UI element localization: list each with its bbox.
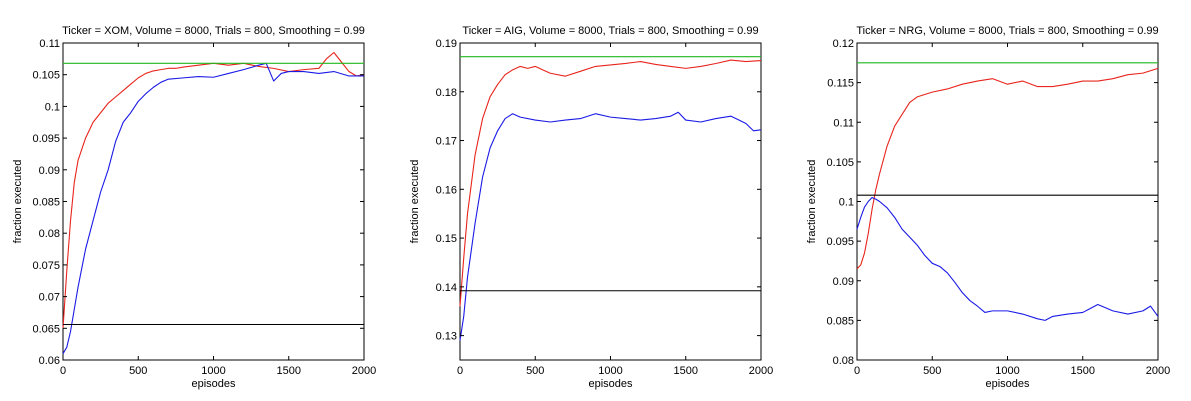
y-tick-label: 0.115: [827, 78, 854, 90]
x-tick-label: 1500: [1071, 365, 1095, 377]
y-tick-label: 0.1: [45, 101, 60, 113]
plot-frame: [856, 42, 1159, 361]
series-line-red: [459, 59, 762, 307]
x-tick-label: 1000: [598, 365, 622, 377]
y-tick-label: 0.14: [436, 282, 457, 294]
y-tick-label: 0.095: [826, 236, 854, 248]
plot-frame: [459, 42, 762, 361]
y-tick-label: 0.13: [436, 331, 457, 343]
chart-title: Ticker = NRG, Volume = 8000, Trials = 80…: [856, 25, 1158, 37]
series-line-blue: [459, 111, 762, 341]
y-tick-label: 0.11: [39, 38, 60, 50]
y-tick-label: 0.085: [826, 315, 854, 327]
y-tick-label: 0.11: [833, 117, 854, 129]
x-tick-label: 0: [60, 365, 66, 377]
x-tick-label: 500: [129, 365, 147, 377]
charts-root: 0 500 1000 1500 2000 0.06 0.065 0.07 0.075 0.08 0.…: [12, 25, 1170, 390]
series-line-blue: [62, 62, 364, 354]
x-axis-label: episodes: [588, 378, 633, 390]
series-line-red: [856, 67, 1159, 270]
y-tick-label: 0.08: [39, 228, 60, 240]
y-tick-label: 0.105: [32, 70, 60, 82]
chart-1: 0 500 1000 1500 2000 0.06 0.065 0.07 0.075 0.08 0.…: [12, 25, 376, 390]
y-tick-label: 0.075: [32, 260, 60, 272]
series-line-red: [62, 51, 365, 329]
x-tick-label: 0: [457, 365, 463, 377]
y-tick-label: 0.09: [833, 276, 854, 288]
y-tick-label: 0.19: [436, 38, 457, 50]
chart-3: 0 500 1000 1500 2000 0.08 0.085 0.09 0.095 0.1 0.1…: [806, 25, 1170, 390]
y-tick-label: 0.06: [39, 355, 60, 367]
x-tick-label: 1500: [674, 365, 698, 377]
y-tick-label: 0.18: [436, 87, 457, 99]
x-tick-label: 1000: [201, 365, 225, 377]
x-axis-label: episodes: [985, 378, 1030, 390]
y-tick-label: 0.065: [32, 323, 60, 335]
x-tick-label: 2000: [749, 365, 773, 377]
y-tick-label: 0.17: [436, 136, 457, 148]
chart-2: 0 500 1000 1500 2000 0.13 0.14 0.15 0.16 0.17 0.18…: [409, 25, 773, 390]
y-tick-label: 0.105: [826, 157, 854, 169]
plot-frame: [62, 42, 365, 361]
y-tick-label: 0.07: [39, 292, 60, 304]
y-tick-label: 0.12: [833, 38, 854, 50]
y-tick-label: 0.16: [436, 184, 457, 196]
x-tick-label: 2000: [352, 365, 376, 377]
series-line-blue: [856, 196, 1159, 321]
y-tick-label: 0.15: [436, 233, 457, 245]
x-tick-label: 1500: [277, 365, 301, 377]
x-tick-label: 2000: [1146, 365, 1170, 377]
y-tick-label: 0.085: [32, 197, 60, 209]
chart-title: Ticker = AIG, Volume = 8000, Trials = 80…: [462, 25, 758, 37]
y-tick-label: 0.09: [39, 165, 60, 177]
x-axis-label: episodes: [191, 378, 236, 390]
y-axis-label: fraction executed: [806, 160, 818, 244]
x-tick-label: 500: [526, 365, 544, 377]
chart-title: Ticker = XOM, Volume = 8000, Trials = 80…: [62, 25, 365, 37]
y-axis-label: fraction executed: [409, 160, 421, 244]
x-tick-label: 1000: [995, 365, 1019, 377]
y-tick-label: 0.095: [32, 133, 60, 145]
x-tick-label: 500: [923, 365, 941, 377]
y-tick-label: 0.08: [833, 355, 854, 367]
y-tick-label: 0.1: [839, 197, 854, 209]
y-axis-label: fraction executed: [12, 160, 24, 244]
x-tick-label: 0: [854, 365, 860, 377]
